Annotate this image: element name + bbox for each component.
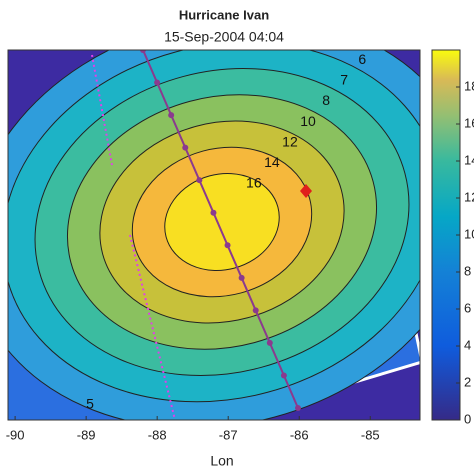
chart-title: Hurricane Ivan — [179, 7, 269, 22]
marker — [300, 184, 312, 198]
contour-label: 16 — [246, 175, 262, 191]
colorbar — [431, 49, 461, 421]
x-tick-label: -90 — [6, 427, 25, 442]
contour-label: 12 — [282, 133, 298, 149]
colorbar-tick-label: 8 — [464, 263, 471, 278]
track-point — [238, 274, 245, 281]
contour-label: 6 — [358, 51, 366, 67]
track-point — [182, 144, 189, 151]
chart-subtitle: 15-Sep-2004 04:04 — [164, 29, 284, 45]
contour-label: 8 — [322, 92, 330, 108]
observation-line — [91, 54, 113, 166]
track-point — [168, 112, 175, 119]
x-tick-label: -89 — [77, 427, 96, 442]
track-point — [154, 79, 161, 86]
colorbar-tick-label: 10 — [464, 226, 474, 241]
x-axis-label: Lon — [210, 453, 233, 469]
colorbar-tick-label: 2 — [464, 374, 471, 389]
x-tick-label: -85 — [361, 427, 380, 442]
contour-label: 7 — [340, 72, 348, 88]
x-tick-label: -86 — [290, 427, 309, 442]
track-point — [266, 339, 273, 346]
colorbar-tick-label: 16 — [464, 115, 474, 130]
contour-label: 10 — [300, 113, 316, 129]
contour-label: 14 — [264, 154, 280, 170]
storm-track — [142, 50, 299, 409]
track-point — [210, 209, 217, 216]
colorbar-tick-label: 4 — [464, 337, 471, 352]
x-tick-label: -88 — [148, 427, 167, 442]
track-point — [224, 242, 231, 249]
track-point — [252, 307, 259, 314]
x-tick-label: -87 — [219, 427, 238, 442]
track-point — [140, 50, 146, 53]
contour-label: 5 — [86, 396, 94, 412]
colorbar-tick-label: 14 — [464, 152, 474, 167]
colorbar-tick-label: 12 — [464, 189, 474, 204]
track-point — [196, 177, 203, 184]
track-point — [295, 405, 301, 411]
contour-band — [164, 173, 280, 271]
track-point — [280, 372, 287, 379]
colorbar-tick-label: 18 — [464, 78, 474, 93]
observation-line — [129, 234, 176, 420]
colorbar-tick-label: 0 — [464, 411, 471, 426]
colorbar-tick-label: 6 — [464, 300, 471, 315]
plot-frame — [7, 49, 421, 421]
